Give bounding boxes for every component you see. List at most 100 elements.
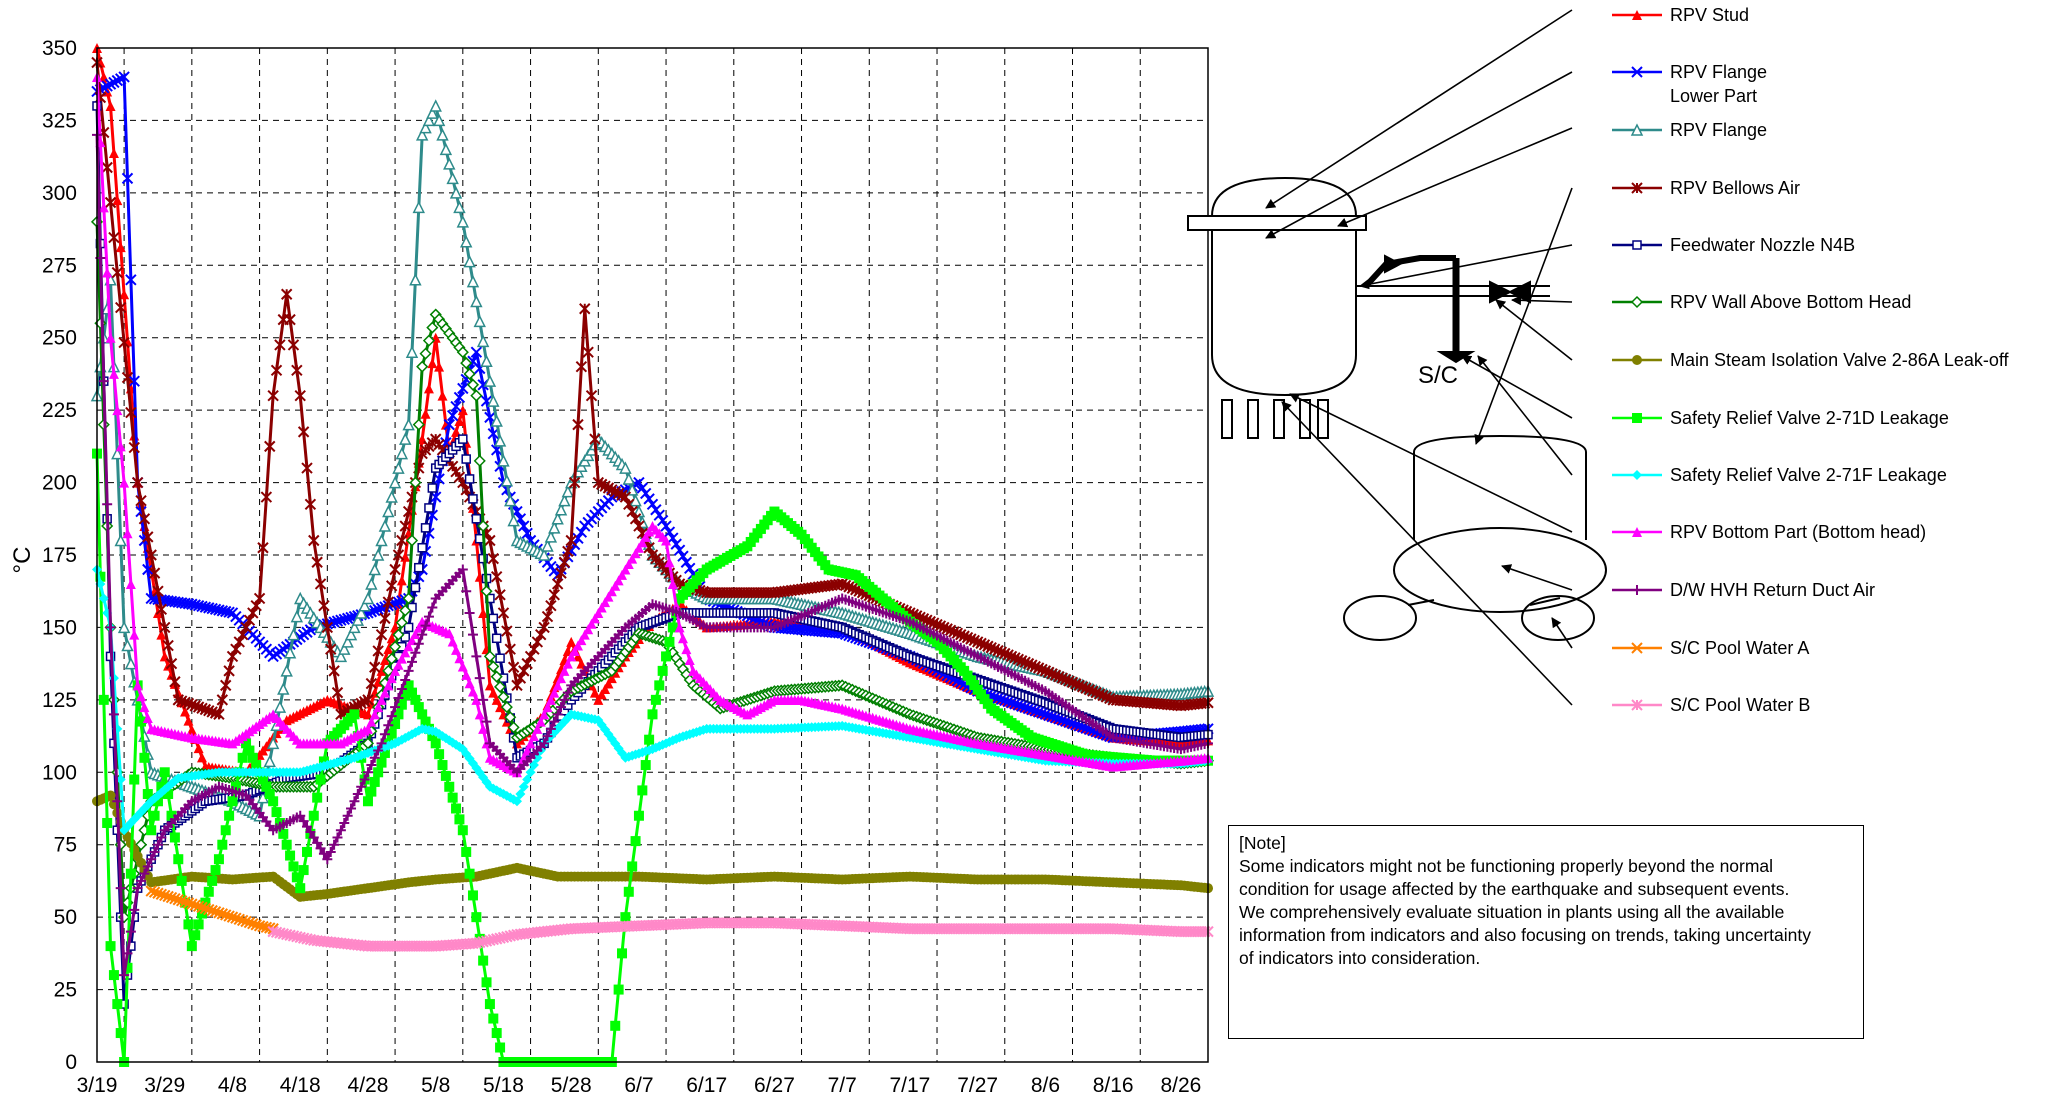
legend-swatch-marker	[1632, 470, 1642, 480]
x-tick-label: 4/28	[348, 1074, 389, 1097]
y-tick-label: 225	[42, 399, 77, 422]
leader-arrow	[1511, 295, 1573, 306]
x-tick-label: 7/7	[828, 1074, 857, 1097]
leader-arrow	[1501, 564, 1573, 591]
legend-label: Feedwater Nozzle N4B	[1670, 235, 1855, 255]
note-line: information from indicators and also foc…	[1239, 925, 1811, 945]
leader-arrow	[1359, 244, 1573, 290]
legend-item: Safety Relief Valve 2-71F Leakage	[1612, 465, 1947, 485]
x-tick-label: 5/8	[421, 1074, 450, 1097]
rpv-flange-plate	[1187, 215, 1367, 231]
legend-label: RPV Flange	[1670, 62, 1767, 82]
legend-swatch-marker	[1631, 66, 1643, 78]
legend-label: D/W HVH Return Duct Air	[1670, 580, 1875, 600]
legend-item: RPV Bellows Air	[1612, 178, 1800, 198]
legend-swatch-marker	[1632, 413, 1642, 423]
legend-label: RPV Bottom Part (Bottom head)	[1670, 522, 1926, 542]
x-tick-label: 7/27	[957, 1074, 998, 1097]
y-tick-label: 275	[42, 254, 77, 277]
note-line: We comprehensively evaluate situation in…	[1239, 902, 1785, 922]
y-tick-label: 125	[42, 689, 77, 712]
legend-item: S/C Pool Water A	[1612, 638, 1809, 658]
y-tick-label: 250	[42, 327, 77, 350]
plant-schematic-diagram: S/C	[1187, 9, 1607, 706]
leader-arrow	[1281, 401, 1573, 706]
leader-arrow	[1495, 299, 1573, 361]
leader-arrow	[1265, 71, 1573, 239]
series-s-c-pool-water-b	[267, 917, 1214, 952]
legend-label: RPV Bellows Air	[1670, 178, 1800, 198]
series-rpv-bellows-air	[91, 56, 1214, 721]
legend-label: Main Steam Isolation Valve 2-86A Leak-of…	[1670, 350, 2010, 370]
series-layer	[90, 43, 1215, 1067]
y-axis-label: °C	[9, 547, 36, 574]
legend-swatch-marker	[1630, 123, 1644, 136]
x-tick-label: 4/8	[218, 1074, 247, 1097]
legend-swatch-marker	[1632, 585, 1642, 595]
y-tick-label: 50	[54, 906, 77, 929]
x-tick-label: 7/17	[889, 1074, 930, 1097]
y-tick-label: 175	[42, 544, 77, 567]
legend-item: RPV Stud	[1612, 5, 1749, 25]
suppression-chamber-torus	[1393, 527, 1607, 613]
legend-item: D/W HVH Return Duct Air	[1612, 580, 1875, 600]
leader-arrow	[1337, 127, 1573, 228]
legend-item: Main Steam Isolation Valve 2-86A Leak-of…	[1612, 350, 2010, 370]
leader-arrow	[1474, 187, 1573, 445]
x-tick-label: 8/16	[1093, 1074, 1134, 1097]
legend-swatch-marker	[1631, 642, 1643, 654]
leader-arrow	[1289, 393, 1573, 533]
legend-item: S/C Pool Water B	[1612, 695, 1810, 715]
legend-swatch-marker	[1632, 10, 1642, 20]
y-tick-label: 0	[65, 1051, 77, 1074]
legend-label: RPV Wall Above Bottom Head	[1670, 292, 1911, 312]
x-tick-label: 6/7	[624, 1074, 653, 1097]
legend-item: RPV Flange Lower Part	[1612, 62, 1767, 106]
plot-axes	[96, 47, 1209, 1063]
note-line: Some indicators might not be functioning…	[1239, 856, 1774, 876]
y-tick-label: 350	[42, 37, 77, 60]
legend-swatch-marker	[1632, 355, 1642, 365]
note-box: [Note] Some indicators might not be func…	[1228, 825, 1864, 1039]
x-tick-label: 6/17	[686, 1074, 727, 1097]
x-tick-label: 4/18	[280, 1074, 321, 1097]
tick-labels: 0 25 50 75 100 125 150 175 200 225 250 275 300 325 350…	[42, 37, 1201, 1097]
series-markers	[267, 917, 1214, 952]
legend-item: RPV Bottom Part (Bottom head)	[1612, 522, 1926, 542]
rpv-vessel-outline	[1211, 222, 1357, 397]
legend-swatch-marker	[1632, 240, 1642, 250]
x-tick-label: 8/26	[1160, 1074, 1201, 1097]
plot-frame	[96, 47, 1209, 1063]
x-tick-label: 6/27	[754, 1074, 795, 1097]
legend-label-continued: Lower Part	[1670, 86, 1757, 106]
y-tick-label: 325	[42, 109, 77, 132]
x-tick-label: 5/18	[483, 1074, 524, 1097]
legend-label: Safety Relief Valve 2-71D Leakage	[1670, 408, 1949, 428]
sc-label: S/C	[1418, 362, 1458, 389]
legend-swatch-marker	[1631, 182, 1643, 194]
legend-label: S/C Pool Water A	[1670, 638, 1809, 658]
y-tick-label: 100	[42, 761, 77, 784]
y-tick-label: 200	[42, 472, 77, 495]
x-tick-label: 8/6	[1031, 1074, 1060, 1097]
y-tick-label: 300	[42, 182, 77, 205]
note-line: condition for usage affected by the eart…	[1239, 879, 1790, 899]
rpv-head-dome	[1211, 176, 1357, 217]
note-title: [Note]	[1239, 833, 1286, 853]
legend-item: Safety Relief Valve 2-71D Leakage	[1612, 408, 1949, 428]
y-tick-label: 25	[54, 979, 77, 1002]
legend-item: Feedwater Nozzle N4B	[1612, 235, 1855, 255]
series-markers	[92, 129, 1213, 981]
legend-label: Safety Relief Valve 2-71F Leakage	[1670, 465, 1947, 485]
legend-label: S/C Pool Water B	[1670, 695, 1810, 715]
legend-swatch-marker	[1631, 699, 1643, 711]
series-d-w-hvh-return-duct-air	[92, 129, 1213, 981]
x-tick-label: 3/29	[144, 1074, 185, 1097]
x-tick-label: 5/28	[551, 1074, 592, 1097]
leader-arrow	[1551, 617, 1573, 649]
y-tick-label: 150	[42, 616, 77, 639]
x-tick-label: 3/19	[77, 1074, 118, 1097]
leader-arrow	[1265, 9, 1573, 209]
